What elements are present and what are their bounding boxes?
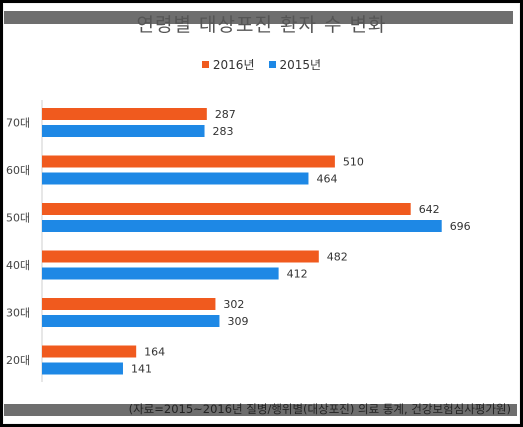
bar-2016 xyxy=(42,155,335,168)
data-label: 287 xyxy=(215,108,236,121)
data-label: 464 xyxy=(316,173,337,186)
legend-label-2016: 2016년 xyxy=(212,58,255,72)
data-label: 412 xyxy=(287,268,308,281)
data-label: 482 xyxy=(327,251,348,264)
category-label: 20대 xyxy=(6,354,30,367)
data-label: 141 xyxy=(131,363,152,376)
bar-2015 xyxy=(42,362,123,375)
legend-swatch-2016 xyxy=(201,61,209,68)
source-note: (자료=2015~2016년 질병/행위별(대상포진) 의료 통계, 건강보험심… xyxy=(128,402,511,416)
bar-2015 xyxy=(42,125,205,137)
data-label: 696 xyxy=(450,220,471,233)
data-label: 309 xyxy=(227,315,248,328)
legend-swatch-2015 xyxy=(268,61,276,68)
bar-2015 xyxy=(42,172,309,185)
bar-2016 xyxy=(42,250,319,263)
legend: 2016년 2015년 xyxy=(0,56,523,73)
legend-item-2015: 2015년 xyxy=(268,56,322,73)
category-label: 60대 xyxy=(6,164,30,177)
data-label: 302 xyxy=(223,298,244,311)
legend-label-2015: 2015년 xyxy=(279,58,322,72)
data-label: 283 xyxy=(213,125,234,138)
source-band xyxy=(4,404,517,416)
category-label: 40대 xyxy=(6,259,30,272)
data-label: 642 xyxy=(419,203,440,216)
bar-2016 xyxy=(42,108,207,120)
category-label: 30대 xyxy=(6,307,30,320)
bar-2016 xyxy=(42,345,137,358)
category-label: 70대 xyxy=(6,117,30,130)
bar-2015 xyxy=(42,220,442,232)
legend-item-2016: 2016년 xyxy=(201,56,255,73)
chart-title: 연령별 대상포진 환자 수 변화 xyxy=(136,14,387,36)
category-label: 50대 xyxy=(6,212,30,225)
bar-2015 xyxy=(42,315,220,327)
bar-2015 xyxy=(42,267,279,280)
title-band xyxy=(4,11,513,24)
bar-2016 xyxy=(42,298,216,310)
data-label: 510 xyxy=(343,156,364,169)
data-label: 164 xyxy=(144,346,165,359)
bar-2016 xyxy=(42,203,411,215)
